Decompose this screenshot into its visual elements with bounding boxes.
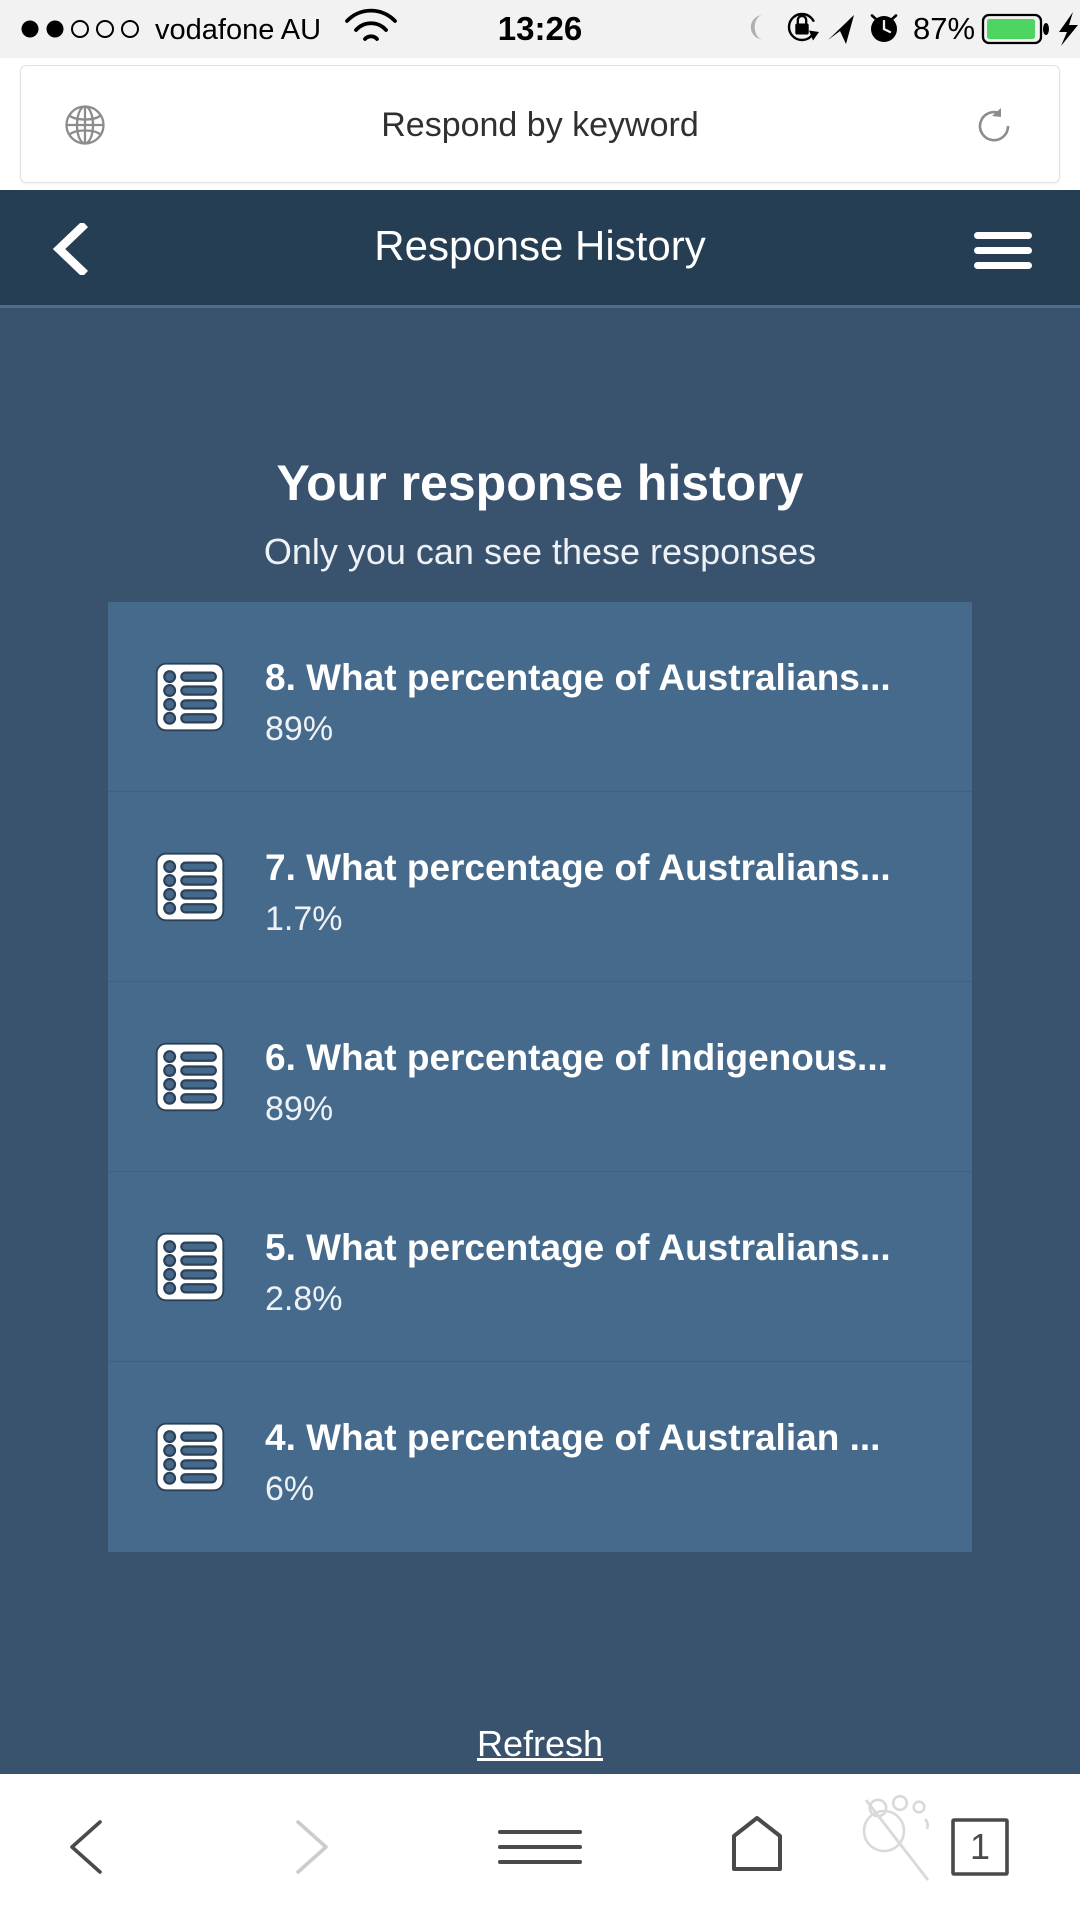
svg-text:87%: 87%	[913, 11, 975, 46]
svg-text:vodafone AU: vodafone AU	[155, 14, 321, 46]
svg-text:13:26: 13:26	[498, 10, 582, 47]
svg-text:1: 1	[970, 1826, 990, 1867]
